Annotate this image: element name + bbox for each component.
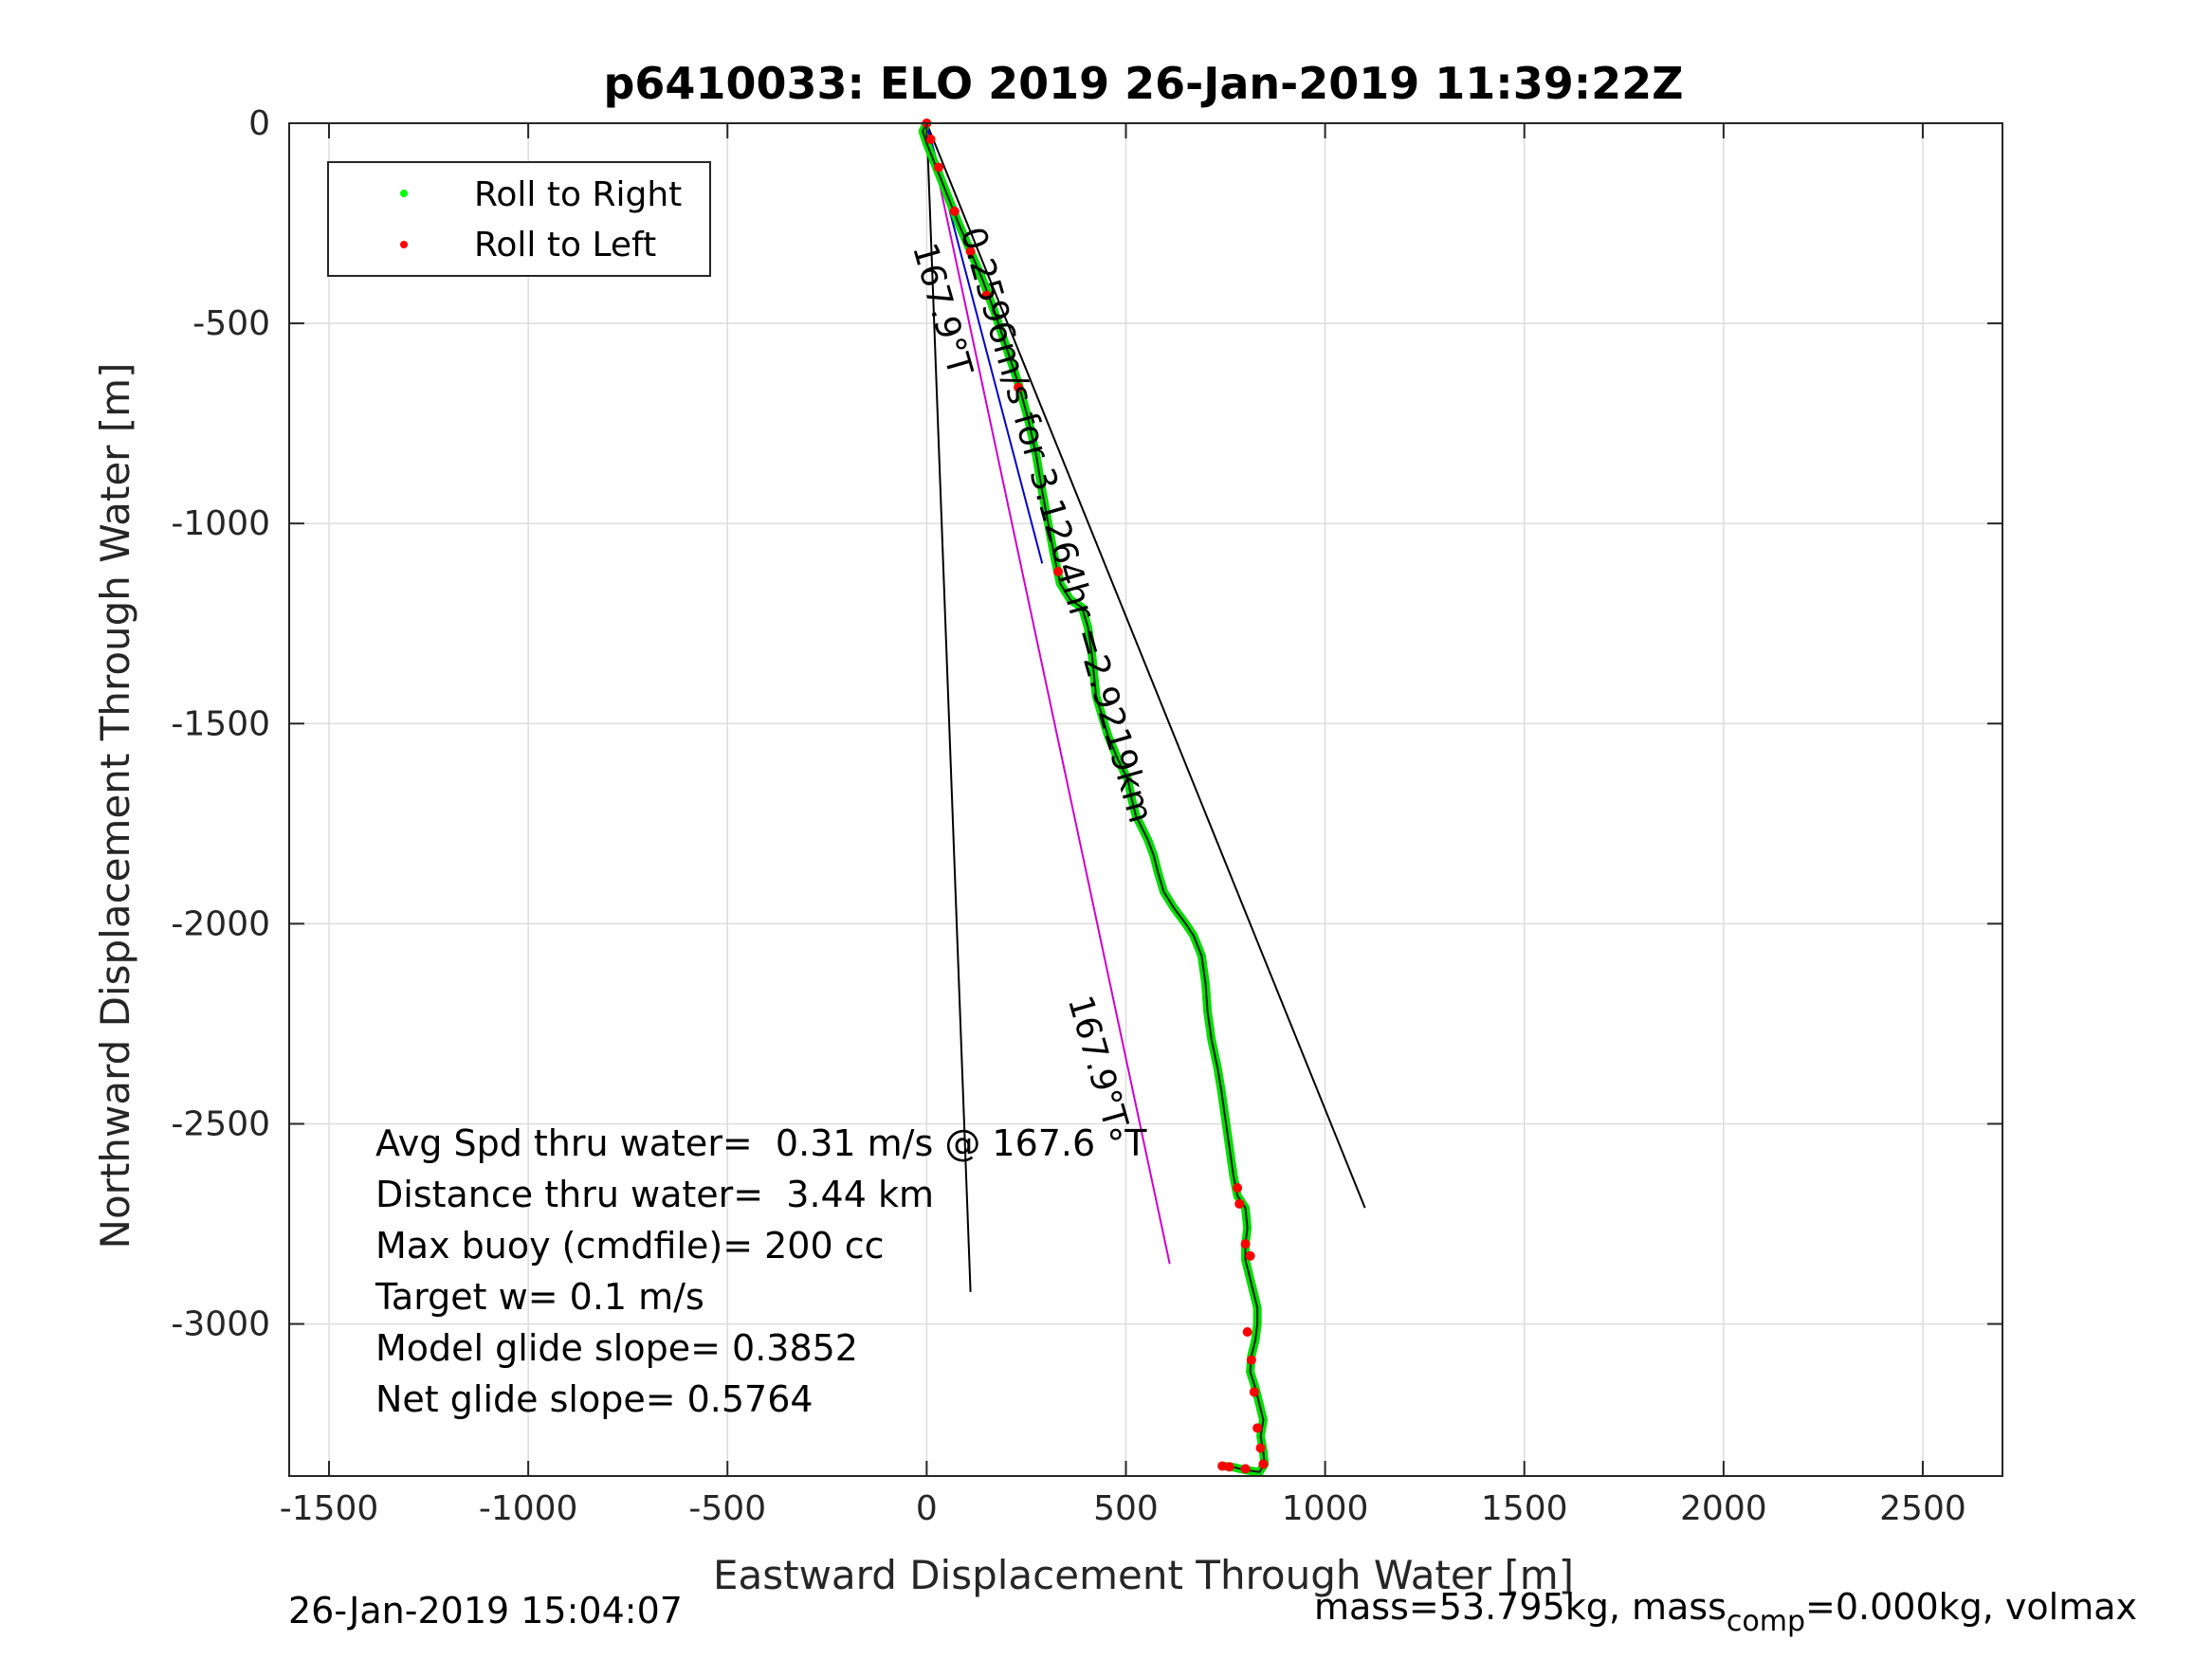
legend: Roll to Right Roll to Left	[327, 161, 711, 277]
x-tick-label: 500	[1093, 1489, 1159, 1528]
legend-box	[327, 161, 711, 277]
series-roll-left-point	[1234, 1198, 1245, 1209]
series-roll-left-point	[1240, 1239, 1251, 1249]
stat-max-buoy: Max buoy (cmdfile)= 200 cc	[375, 1225, 885, 1267]
legend-label-roll-left: Roll to Left	[474, 226, 656, 264]
x-tick-label: 1000	[1282, 1489, 1369, 1528]
legend-marker-roll-left	[400, 241, 408, 248]
plot-area	[289, 123, 2002, 1476]
series-roll-left-point	[1242, 1327, 1252, 1338]
y-tick-label: -1500	[171, 704, 270, 743]
series-roll-left-point	[1255, 1443, 1266, 1453]
stat-model-glide-slope: Model glide slope= 0.3852	[375, 1327, 858, 1369]
axis-ticks: -1500 -1000 -500 0 500 1000 1500 2000 2500 0 -500 -…	[171, 104, 2002, 1528]
legend-marker-roll-right	[400, 190, 408, 197]
reference-line	[925, 122, 972, 1292]
reference-line	[925, 122, 1171, 1265]
y-tick-label: -500	[192, 304, 270, 343]
footer-mass-prefix: mass=53.795kg, mass	[1314, 1586, 1727, 1628]
x-tick-label: 2500	[1879, 1489, 1966, 1528]
footer-mass-info: mass=53.795kg, masscomp=0.000kg, volmax	[1314, 1586, 2137, 1638]
y-tick-label: -3000	[171, 1305, 270, 1344]
footer-timestamp: 26-Jan-2019 15:04:07	[288, 1590, 683, 1632]
chart-title: p6410033: ELO 2019 26-Jan-2019 11:39:22Z	[604, 58, 1684, 109]
series-roll-left-point	[1246, 1355, 1256, 1365]
x-tick-label: -500	[688, 1489, 766, 1528]
grid	[289, 122, 2002, 1476]
series-roll-left-point	[1245, 1250, 1255, 1261]
y-tick-label: -1000	[171, 504, 270, 543]
legend-label-roll-right: Roll to Right	[474, 175, 682, 214]
plot-frame	[288, 122, 2003, 1477]
series-roll-left-point	[1014, 382, 1024, 392]
series-roll-left-point	[1240, 1464, 1251, 1474]
stat-net-glide-slope: Net glide slope= 0.5764	[375, 1378, 814, 1420]
series-roll-left-point	[1224, 1462, 1234, 1472]
series-roll-left-point	[1233, 1183, 1243, 1194]
series-roll-left-point	[1258, 1459, 1269, 1469]
footer-mass-suffix: =0.000kg, volmax	[1805, 1586, 2137, 1628]
x-axis-label: Eastward Displacement Through Water [m]	[713, 1552, 1574, 1598]
series-roll-left-point	[1249, 1387, 1259, 1397]
series-roll-left-point	[1053, 566, 1064, 576]
x-tick-label: 2000	[1680, 1489, 1767, 1528]
x-tick-label: 1500	[1481, 1489, 1568, 1528]
reference-line	[925, 122, 1366, 1209]
stat-distance: Distance thru water= 3.44 km	[375, 1174, 934, 1215]
stats-block: Avg Spd thru water= 0.31 m/s @ 167.6 °T …	[375, 1122, 1147, 1420]
x-tick-label: -1500	[280, 1489, 379, 1528]
series-roll-left-point	[949, 206, 960, 216]
stat-avg-speed: Avg Spd thru water= 0.31 m/s @ 167.6 °T	[375, 1122, 1147, 1164]
series-roll-left-point	[981, 290, 992, 301]
series-roll-left-point	[933, 162, 943, 173]
stat-target-w: Target w= 0.1 m/s	[375, 1276, 704, 1318]
footer-mass-subscript: comp	[1727, 1605, 1805, 1638]
series-roll-left-point	[925, 134, 936, 144]
x-tick-label: -1000	[479, 1489, 578, 1528]
series-layer	[918, 118, 1270, 1477]
y-axis-label: Northward Displacement Through Water [m]	[92, 363, 138, 1249]
y-tick-label: -2500	[171, 1104, 270, 1143]
x-tick-label: 0	[916, 1489, 938, 1528]
y-tick-label: -2000	[171, 904, 270, 943]
series-roll-left-point	[1217, 1461, 1228, 1471]
y-tick-label: 0	[248, 104, 270, 143]
series-roll-right-centerline	[922, 122, 1266, 1473]
series-roll-left-point	[1252, 1423, 1263, 1433]
series-roll-left-point	[965, 246, 976, 257]
